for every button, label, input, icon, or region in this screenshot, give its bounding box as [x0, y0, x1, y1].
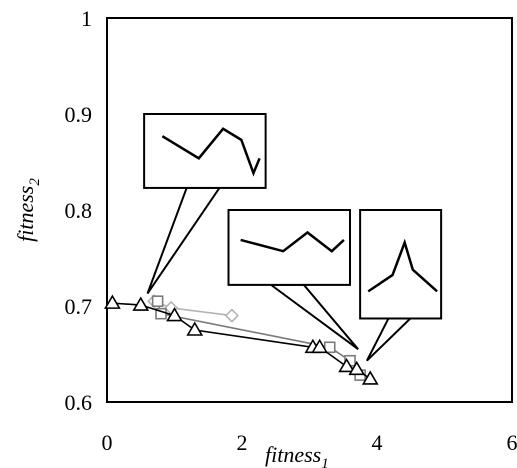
square-marker: [323, 341, 336, 354]
callout-shape: [240, 230, 345, 253]
y-tick-label: 1: [81, 6, 92, 31]
y-axis-label-base: fitness: [13, 186, 38, 242]
triangle-marker: [186, 321, 204, 336]
y-tick-label: 0.6: [65, 390, 93, 415]
x-axis-label-sub: 1: [321, 456, 329, 468]
triangle-marker: [104, 294, 121, 309]
x-tick-label: 0: [102, 430, 113, 455]
y-tick-label: 0.9: [65, 102, 93, 127]
callouts: [143, 113, 443, 362]
triangle-marker: [361, 370, 379, 385]
y-axis-label: fitness2: [13, 178, 43, 242]
y-tick-label: 0.7: [65, 294, 93, 319]
x-axis-label-base: fitness: [265, 442, 321, 467]
triangle-marker: [166, 307, 183, 322]
callout-shape: [367, 238, 438, 293]
triangle-marker: [348, 360, 366, 376]
triangle-marker: [132, 296, 150, 311]
diamond-marker: [224, 308, 240, 323]
callout-shape: [161, 127, 261, 177]
square-marker: [151, 295, 164, 308]
callout-box: [359, 209, 443, 320]
y-tick-label: 0.8: [65, 198, 93, 223]
y-axis-label-sub: 2: [27, 178, 43, 186]
data-series: [104, 294, 379, 385]
x-tick-label: 6: [507, 430, 517, 455]
x-axis-label: fitness1: [265, 442, 329, 468]
x-tick-label: 2: [237, 430, 248, 455]
x-tick-label: 4: [372, 430, 383, 455]
triangle-marker: [311, 338, 329, 354]
tick-labels: 0 2 4 6 0.6 0.7 0.8 0.9 1: [65, 6, 517, 455]
triangle-marker: [338, 357, 356, 373]
